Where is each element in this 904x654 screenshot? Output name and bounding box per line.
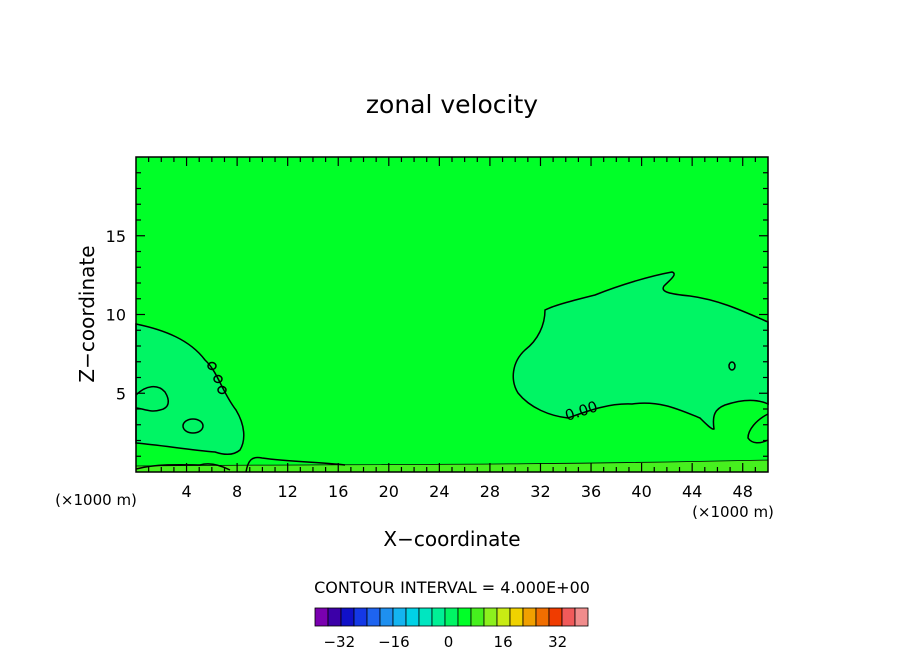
- z-unit-label: (×1000 m): [55, 491, 137, 509]
- y-tick-label: 10: [106, 306, 126, 325]
- colorbar-swatch: [379, 607, 394, 627]
- x-unit-label: (×1000 m): [692, 503, 774, 521]
- colorbar-swatch: [340, 607, 355, 627]
- colorbar-tick-label: 32: [548, 633, 567, 651]
- colorbar-swatch: [457, 607, 472, 627]
- colorbar-swatch: [366, 607, 381, 627]
- x-tick-label: 40: [631, 482, 651, 501]
- y-tick-label: 15: [106, 227, 126, 246]
- colorbar-swatch: [496, 607, 511, 627]
- colorbar-swatch: [483, 607, 498, 627]
- contour-loop: [213, 374, 223, 384]
- left-negative-region: [135, 323, 245, 456]
- x-tick-label: 32: [530, 482, 550, 501]
- contour-line: [747, 413, 769, 444]
- colorbar-tick-label: −32: [323, 633, 355, 651]
- colorbar-tick-label: 0: [444, 633, 454, 651]
- colorbar-swatch: [470, 607, 485, 627]
- right-negative-region: [512, 271, 769, 430]
- y-axis-ticks: 5 10 15: [106, 172, 768, 457]
- colorbar-swatch: [327, 607, 342, 627]
- colorbar-swatch: [548, 607, 563, 627]
- x-tick-label: 48: [733, 482, 753, 501]
- colorbar-tick-labels: −32 −16 0 16 32: [323, 633, 567, 651]
- contour-loop: [217, 385, 227, 395]
- colorbar-swatch: [353, 607, 368, 627]
- y-tick-label: 5: [116, 384, 126, 403]
- x-axis-label: X−coordinate: [383, 527, 520, 551]
- x-tick-label: 8: [232, 482, 242, 501]
- contour-loop: [182, 418, 204, 434]
- x-tick-label: 12: [278, 482, 298, 501]
- colorbar-swatch: [405, 607, 420, 627]
- contour-line: [135, 456, 346, 473]
- colorbar-tick-label: −16: [378, 633, 410, 651]
- y-axis-label: Z−coordinate: [75, 245, 99, 382]
- contour-loop: [728, 361, 736, 371]
- x-axis-ticks: 4 8 12 16 20 24 28 32 36 40 44 48: [148, 157, 756, 501]
- colorbar-swatch: [574, 607, 589, 627]
- colorbar-swatch: [561, 607, 576, 627]
- colorbar-swatch: [314, 607, 329, 627]
- x-tick-label: 24: [429, 482, 449, 501]
- colorbar-swatch: [431, 607, 446, 627]
- contour-loop: [207, 361, 217, 371]
- colorbar-swatch: [392, 607, 407, 627]
- colorbar-swatch: [522, 607, 537, 627]
- contour-interval-label: CONTOUR INTERVAL = 4.000E+00: [314, 578, 590, 597]
- colorbar-swatch: [418, 607, 433, 627]
- colorbar-swatch: [535, 607, 550, 627]
- x-tick-label: 36: [581, 482, 601, 501]
- contour-line: [135, 386, 170, 412]
- x-tick-label: 20: [379, 482, 399, 501]
- x-tick-label: 44: [682, 482, 702, 501]
- x-tick-label: 16: [328, 482, 348, 501]
- x-tick-label: 28: [480, 482, 500, 501]
- colorbar-swatch: [444, 607, 459, 627]
- colorbar: [314, 607, 589, 627]
- colorbar-swatch: [509, 607, 524, 627]
- x-tick-label: 4: [181, 482, 191, 501]
- chart-title: zonal velocity: [366, 90, 538, 119]
- colorbar-tick-label: 16: [494, 633, 513, 651]
